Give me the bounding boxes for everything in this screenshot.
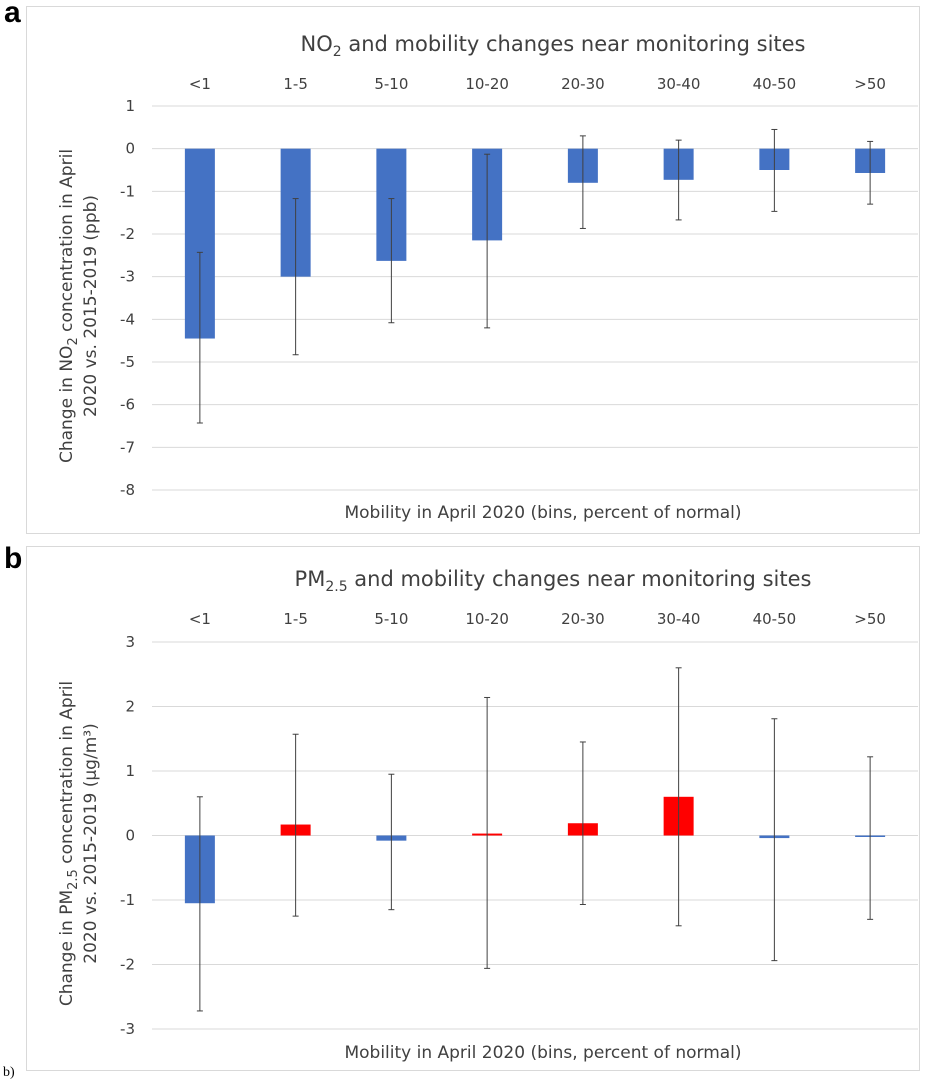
category-label: >50 [854,610,886,628]
y-tick-label: 0 [125,140,135,158]
panel-a: a NO2 and mobility changes near monitori… [0,0,925,540]
category-label: <1 [189,75,211,93]
y-tick-label: -2 [120,225,135,243]
category-label: 5-10 [374,610,408,628]
y-axis-label-line1: Change in PM2.5 concentration in April [57,681,81,1006]
no2-chart: NO2 and mobility changes near monitoring… [57,32,918,523]
y-tick-label: 3 [125,633,135,651]
x-axis-label: Mobility in April 2020 (bins, percent of… [344,1043,741,1063]
y-tick-label: 2 [125,698,135,716]
category-label: 10-20 [465,610,509,628]
panel-b: b b) PM2.5 and mobility changes near mon… [0,540,925,1080]
y-tick-label: -7 [120,438,135,456]
y-tick-label: -4 [120,310,135,328]
chart-title: NO2 and mobility changes near monitoring… [301,32,806,60]
y-tick-label: -8 [120,481,135,499]
chart-title: PM2.5 and mobility changes near monitori… [295,567,812,595]
category-label: 40-50 [753,610,797,628]
category-label: 20-30 [561,610,605,628]
category-label: 20-30 [561,75,605,93]
category-label: 1-5 [283,75,308,93]
y-axis-label-line2: 2020 vs. 2015-2019 (ppb) [81,195,101,417]
y-tick-label: -3 [120,1020,135,1038]
y-axis-label: Change in PM2.5 concentration in April 20… [57,681,101,1006]
category-label: 30-40 [657,610,701,628]
y-tick-label: 0 [125,827,135,845]
panel-label: b [4,542,23,575]
category-label: >50 [854,75,886,93]
category-label: <1 [189,610,211,628]
chart-frame [26,6,920,534]
y-tick-label: 1 [125,762,135,780]
y-tick-label: -5 [120,353,135,371]
pm25-chart: PM2.5 and mobility changes near monitori… [57,567,918,1063]
panel-label: a [4,0,21,29]
y-tick-label: -3 [120,268,135,286]
y-tick-label: -6 [120,396,135,414]
y-tick-label: 1 [125,97,135,115]
corner-note: b) [3,1065,15,1080]
y-axis-label-line2: 2020 vs. 2015-2019 (µg/m³) [81,723,101,963]
y-axis-label-line1: Change in NO2 concentration in April [57,149,81,463]
category-label: 10-20 [465,75,509,93]
category-label: 40-50 [753,75,797,93]
x-axis-label: Mobility in April 2020 (bins, percent of… [344,503,741,523]
y-tick-label: -2 [120,956,135,974]
y-axis-label: Change in NO2 concentration in April 2020… [57,149,101,463]
chart-frame [26,546,920,1071]
category-label: 1-5 [283,610,308,628]
category-label: 30-40 [657,75,701,93]
category-label: 5-10 [374,75,408,93]
y-tick-label: -1 [120,182,135,200]
y-tick-label: -1 [120,891,135,909]
